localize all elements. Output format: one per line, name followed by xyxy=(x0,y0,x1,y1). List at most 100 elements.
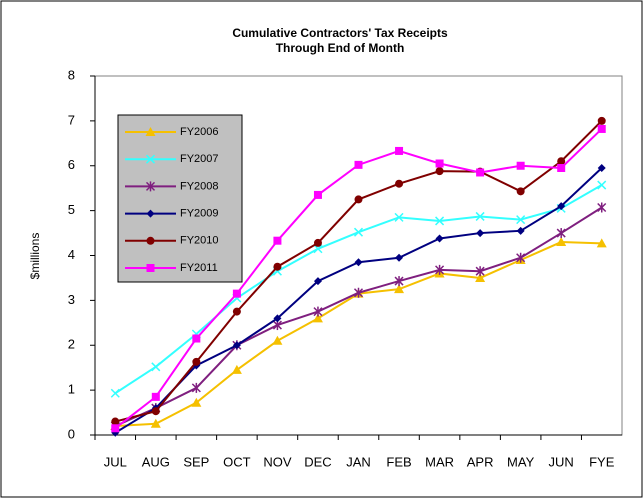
marker xyxy=(516,226,525,235)
marker xyxy=(596,238,607,248)
marker-shape xyxy=(556,237,567,247)
marker-shape xyxy=(231,364,242,374)
marker-shape xyxy=(151,392,160,401)
marker xyxy=(232,289,241,298)
marker xyxy=(111,417,120,426)
marker xyxy=(313,238,322,247)
marker-shape xyxy=(191,397,202,407)
marker xyxy=(435,216,445,226)
marker xyxy=(516,187,525,196)
marker-shape xyxy=(232,289,241,298)
marker-shape xyxy=(395,146,404,155)
x-tick-label: SEP xyxy=(183,454,209,469)
marker xyxy=(145,154,156,164)
marker-shape xyxy=(151,407,160,416)
marker-shape xyxy=(475,211,485,221)
marker-shape xyxy=(146,209,155,218)
marker xyxy=(394,212,404,222)
marker xyxy=(273,314,282,323)
x-tick-label: OCT xyxy=(223,454,251,469)
marker-shape xyxy=(313,244,323,254)
marker xyxy=(313,306,323,317)
marker-shape xyxy=(273,236,282,245)
marker-shape xyxy=(354,258,363,267)
marker xyxy=(476,229,485,238)
marker-shape xyxy=(192,357,201,366)
marker-shape xyxy=(150,418,161,428)
marker xyxy=(557,157,566,166)
legend-label: FY2006 xyxy=(180,126,219,138)
marker xyxy=(597,180,607,190)
marker xyxy=(151,362,161,372)
marker xyxy=(146,236,155,245)
marker xyxy=(232,307,241,316)
marker xyxy=(556,228,566,239)
x-tick-label: DEC xyxy=(304,454,331,469)
marker xyxy=(145,127,156,136)
marker-shape xyxy=(354,195,363,204)
marker-shape xyxy=(146,236,155,245)
marker xyxy=(435,167,444,176)
x-tick-label: AUG xyxy=(142,454,170,469)
marker-shape xyxy=(273,314,282,323)
marker xyxy=(395,253,404,262)
marker-shape xyxy=(312,313,323,323)
legend-label: FY2010 xyxy=(180,235,219,247)
marker-shape xyxy=(146,264,155,272)
x-tick-label: FYE xyxy=(589,454,615,469)
marker-shape xyxy=(354,160,363,169)
marker xyxy=(354,195,363,204)
x-tick-label: APR xyxy=(467,454,494,469)
marker xyxy=(394,276,404,287)
x-tick-label: FEB xyxy=(386,454,411,469)
y-tick-label: 5 xyxy=(68,202,75,217)
y-axis-label: $millions xyxy=(28,233,42,280)
marker-shape xyxy=(110,388,120,398)
legend-label: FY2007 xyxy=(180,153,219,165)
marker-shape xyxy=(557,157,566,166)
marker xyxy=(516,215,526,225)
marker xyxy=(151,407,160,416)
legend: FY2006 FY2007 FY2008 FY2009 FY2010 FY2011 xyxy=(117,114,243,283)
x-tick-label: JUN xyxy=(549,454,574,469)
marker xyxy=(476,168,485,177)
marker-shape xyxy=(596,238,607,248)
marker xyxy=(353,287,364,298)
marker xyxy=(597,202,607,213)
marker xyxy=(475,272,486,282)
y-tick-label: 3 xyxy=(68,292,75,307)
marker xyxy=(516,252,526,263)
marker xyxy=(150,418,161,428)
marker-shape xyxy=(313,190,322,199)
marker-shape xyxy=(313,238,322,247)
marker xyxy=(145,181,156,192)
legend-box xyxy=(117,114,243,283)
marker xyxy=(394,284,405,294)
marker xyxy=(354,258,363,267)
marker-shape xyxy=(476,229,485,238)
marker xyxy=(273,262,282,271)
marker-shape xyxy=(597,124,606,133)
marker xyxy=(395,146,404,155)
marker xyxy=(192,334,201,343)
y-tick-label: 8 xyxy=(68,67,75,82)
marker xyxy=(191,382,201,393)
chart-subtitle: Through End of Month xyxy=(276,41,405,55)
marker xyxy=(313,190,322,199)
marker-shape xyxy=(353,227,364,237)
marker-shape xyxy=(313,277,322,286)
marker-shape xyxy=(145,154,156,164)
marker xyxy=(146,264,155,272)
y-tick-label: 2 xyxy=(68,337,75,352)
marker xyxy=(435,234,444,243)
x-tick-label: MAR xyxy=(425,454,454,469)
marker xyxy=(556,237,567,247)
marker xyxy=(435,159,444,168)
marker xyxy=(151,392,160,401)
marker-shape xyxy=(394,212,404,222)
marker xyxy=(597,163,606,172)
marker xyxy=(313,277,322,286)
marker xyxy=(353,227,364,237)
marker-shape xyxy=(435,167,444,176)
marker-shape xyxy=(435,216,445,226)
